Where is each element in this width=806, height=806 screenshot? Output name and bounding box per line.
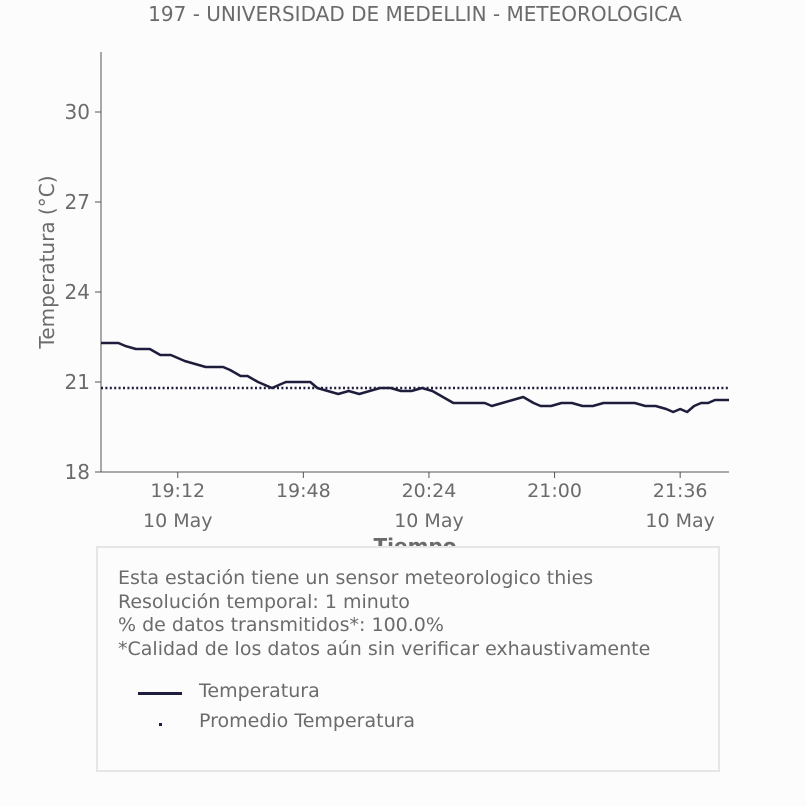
legend-label: Temperatura (199, 680, 320, 702)
y-tick-label: 27 (65, 190, 90, 214)
y-tick-label: 24 (65, 280, 90, 304)
x-tick-date-label: 10 May (143, 510, 213, 532)
legend-label: Promedio Temperatura (199, 710, 416, 732)
y-tick-label: 21 (65, 370, 90, 394)
x-tick-label: 19:12 (150, 480, 205, 502)
y-tick-label: 30 (65, 100, 90, 124)
info-text: Esta estación tiene un sensor meteorolog… (118, 567, 650, 661)
info-transmitted-line: % de datos transmitidos*: 100.0% (118, 614, 444, 636)
temperature-series-line (101, 341, 729, 414)
info-sensor-line: Esta estación tiene un sensor meteorolog… (118, 567, 594, 589)
x-tick-label: 20:24 (402, 480, 457, 502)
x-tick-date-label: 10 May (394, 510, 464, 532)
info-box: Esta estación tiene un sensor meteorolog… (96, 546, 720, 772)
x-tick-label: 21:00 (527, 480, 582, 502)
x-tick-date-label: 10 May (645, 510, 715, 532)
chart-title: 197 - UNIVERSIDAD DE MEDELLIN - METEOROL… (148, 2, 682, 26)
legend-line-swatch (138, 692, 182, 695)
x-tick-label: 21:36 (653, 480, 708, 502)
y-tick-label: 18 (65, 460, 90, 484)
info-quality-line: *Calidad de los datos aún sin verificar … (118, 637, 651, 660)
legend-dot-swatch (159, 723, 162, 726)
x-tick-label: 19:48 (276, 480, 331, 502)
info-resolution-line: Resolución temporal: 1 minuto (118, 590, 410, 613)
y-axis-label: Temperatura (°C) (35, 175, 59, 349)
temperature-chart: 197 - UNIVERSIDAD DE MEDELLIN - METEOROL… (35, 2, 729, 558)
